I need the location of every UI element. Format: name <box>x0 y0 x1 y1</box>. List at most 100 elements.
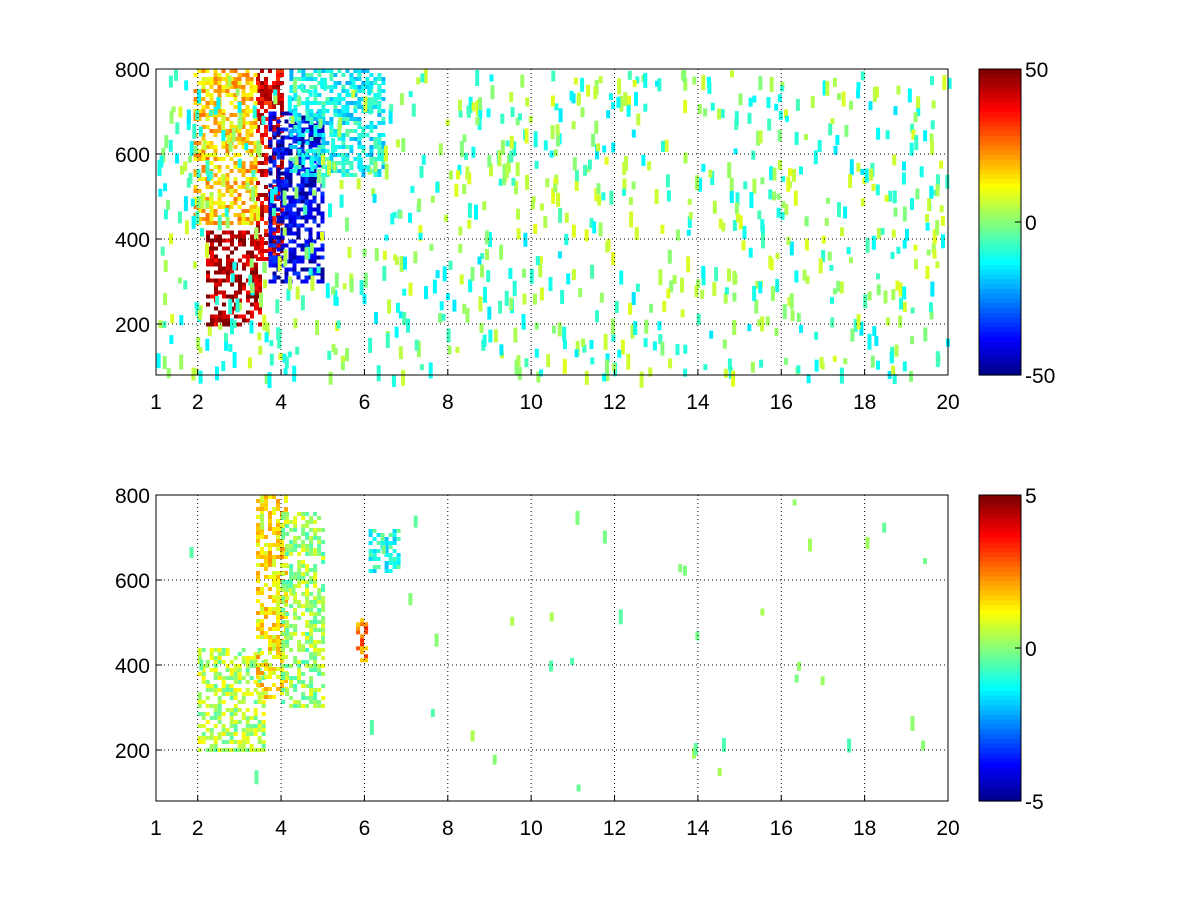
heatmap-cell <box>727 162 732 179</box>
heatmap-cell <box>357 85 362 89</box>
heatmap-cell <box>312 207 317 212</box>
heatmap-cell <box>205 338 210 351</box>
heatmap-cell <box>221 724 226 728</box>
heatmap-cell <box>313 528 318 532</box>
heatmap-cell <box>272 227 277 232</box>
heatmap-cell <box>245 121 250 125</box>
heatmap-cell <box>257 680 262 684</box>
heatmap-cell <box>249 129 254 133</box>
heatmap-cell <box>313 153 318 157</box>
heatmap-cell <box>928 302 933 313</box>
heatmap-cell <box>241 145 246 149</box>
heatmap-cell <box>876 127 881 140</box>
heatmap-cell <box>201 153 206 157</box>
heatmap-cell <box>735 192 740 206</box>
heatmap-cell <box>272 639 276 643</box>
heatmap-cell <box>241 656 246 660</box>
heatmap-cell <box>249 664 254 668</box>
heatmap-cell <box>442 266 447 282</box>
colorbar-segment <box>979 628 1021 635</box>
heatmap-cell <box>505 140 510 147</box>
heatmap-cell <box>209 77 214 81</box>
heatmap-cell <box>734 111 739 126</box>
y-tick-label: 600 <box>115 570 150 593</box>
heatmap-cell <box>237 664 242 668</box>
heatmap-cell <box>253 121 258 125</box>
heatmap-cell <box>256 563 260 567</box>
heatmap-cell <box>217 688 222 692</box>
heatmap-cell <box>947 77 952 89</box>
heatmap-cell <box>268 101 272 105</box>
heatmap-cell <box>230 273 235 283</box>
heatmap-cell <box>264 691 268 695</box>
heatmap-cell <box>201 676 206 680</box>
heatmap-cell <box>199 228 204 237</box>
heatmap-cell <box>392 565 397 569</box>
heatmap-cell <box>225 149 230 153</box>
heatmap-cell <box>853 318 858 332</box>
heatmap-cell <box>475 116 480 125</box>
heatmap-cell <box>237 137 242 141</box>
heatmap-cell <box>272 683 276 687</box>
heatmap-cell <box>837 93 841 101</box>
y-tick-label: 800 <box>115 59 150 82</box>
heatmap-cell <box>313 696 318 700</box>
heatmap-cell <box>666 190 671 202</box>
heatmap-cell <box>256 241 260 245</box>
heatmap-cell <box>205 113 210 117</box>
heatmap-cell <box>377 83 382 100</box>
heatmap-cell <box>738 215 743 230</box>
heatmap-cell <box>398 210 403 219</box>
heatmap-cell <box>264 567 268 571</box>
heatmap-cell <box>758 281 763 294</box>
heatmap-cell <box>321 556 326 560</box>
heatmap-cell <box>345 169 350 173</box>
heatmap-cell <box>254 302 258 307</box>
heatmap-cell <box>821 250 826 263</box>
heatmap-cell <box>836 280 841 292</box>
colorbar-segment <box>979 331 1021 338</box>
heatmap-cell <box>206 234 210 239</box>
heatmap-cell <box>868 101 873 111</box>
heatmap-cell <box>316 266 321 274</box>
heatmap-cell <box>253 73 258 77</box>
heatmap-cell <box>296 207 301 212</box>
heatmap-cell <box>692 76 697 85</box>
heatmap-cell <box>738 93 743 106</box>
heatmap-cell <box>260 105 264 109</box>
heatmap-cell <box>272 221 276 225</box>
heatmap-cell <box>394 326 399 338</box>
heatmap-cell <box>297 77 302 81</box>
heatmap-cell <box>280 183 285 188</box>
heatmap-cell <box>213 672 218 676</box>
heatmap-cell <box>563 340 567 350</box>
heatmap-cell <box>249 85 254 89</box>
heatmap-cell <box>201 672 206 676</box>
heatmap-cell <box>214 290 218 295</box>
heatmap-cell <box>249 258 254 268</box>
heatmap-cell <box>839 281 844 294</box>
heatmap-cell <box>233 81 238 85</box>
heatmap-cell <box>205 185 210 189</box>
heatmap-cell <box>652 341 657 351</box>
heatmap-cell <box>262 322 267 331</box>
heatmap-cell <box>915 188 920 200</box>
heatmap-cell <box>276 155 281 160</box>
heatmap-cell <box>256 169 260 173</box>
heatmap-cell <box>225 173 230 177</box>
heatmap-cell <box>249 165 254 169</box>
heatmap-cell <box>268 639 272 643</box>
heatmap-cell <box>353 105 358 109</box>
heatmap-cell <box>242 286 246 291</box>
heatmap-cell <box>214 282 218 287</box>
heatmap-cell <box>245 97 250 101</box>
heatmap-cell <box>268 119 273 124</box>
heatmap-cell <box>224 340 229 351</box>
heatmap-cell <box>260 69 264 73</box>
colorbar-segment <box>979 767 1021 773</box>
heatmap-cell <box>309 700 314 704</box>
heatmap-cell <box>250 302 254 307</box>
heatmap-cell <box>205 93 210 97</box>
heatmap-cell <box>305 600 310 604</box>
colorbar-segment <box>979 652 1021 659</box>
